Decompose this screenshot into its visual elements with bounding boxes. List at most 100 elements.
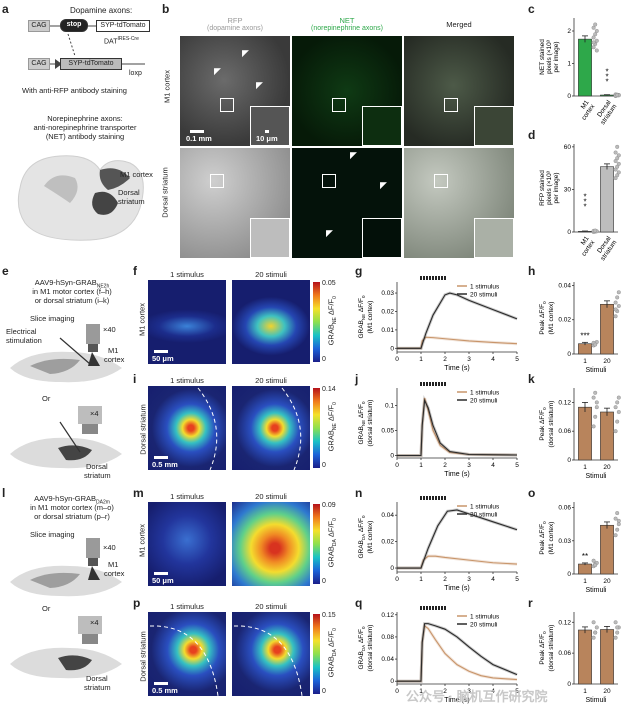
y-tick-label: 0.01 bbox=[381, 327, 394, 334]
data-point bbox=[616, 410, 621, 415]
f-cb-top: 0.05 bbox=[322, 280, 336, 287]
bar bbox=[578, 343, 592, 355]
stop-cassette: stop bbox=[60, 19, 88, 32]
significance-mark: * bbox=[605, 73, 608, 82]
y-axis-label: Peak ΔF/F0(dorsal striatum) bbox=[539, 625, 555, 672]
data-point bbox=[615, 630, 620, 635]
e-ds2: striatum bbox=[84, 471, 111, 480]
panel-letter-b: b bbox=[162, 2, 170, 16]
data-point bbox=[591, 620, 596, 625]
arrowhead-icon: ◤ bbox=[242, 48, 249, 58]
x-tick-label: 5 bbox=[515, 688, 519, 695]
micro-rfp-m1: ◤ ◤ ◤ 0.1 mm 10 μm bbox=[180, 36, 290, 146]
data-point bbox=[613, 533, 618, 538]
significance-mark: * bbox=[583, 197, 586, 206]
y-axis-label: GRABNE ΔF/F0(dorsal striatum) bbox=[358, 400, 374, 447]
data-point bbox=[594, 400, 599, 405]
p-cb-tail: ΔF/F bbox=[326, 630, 336, 650]
col-rfp: RFP bbox=[227, 16, 243, 25]
col-net-sub: (norepinephrine axons) bbox=[311, 25, 383, 32]
y-tick-label: 0.04 bbox=[381, 656, 394, 663]
colorbar-p bbox=[313, 614, 320, 694]
f-cb-sub: NE bbox=[331, 317, 338, 325]
y-tick-label: 0.02 bbox=[381, 539, 394, 546]
region-ds2: striatum bbox=[118, 197, 145, 206]
y-tick-label: 0 bbox=[567, 229, 571, 236]
y-tick-label: 0 bbox=[390, 345, 394, 352]
data-point bbox=[616, 170, 621, 175]
data-point bbox=[615, 295, 620, 300]
x-tick-label: 4 bbox=[491, 462, 495, 469]
panel-letter-m: m bbox=[133, 486, 144, 500]
y-tick-label: 0.03 bbox=[558, 538, 571, 545]
x-tick-label: 2 bbox=[443, 688, 447, 695]
data-point bbox=[615, 527, 620, 532]
x-tick-label: 3 bbox=[467, 576, 471, 583]
stimulus-mark bbox=[435, 606, 437, 610]
i-col20: 20 stimuli bbox=[255, 376, 287, 385]
data-point bbox=[613, 314, 618, 319]
data-point bbox=[616, 304, 621, 309]
l-line2: in M1 motor cortex (m–o) bbox=[30, 503, 114, 512]
region-ds1: Dorsal bbox=[118, 188, 140, 197]
y-tick-label: 0.03 bbox=[381, 290, 394, 297]
e-line1: AAV9-hSyn-GRAB bbox=[34, 278, 97, 287]
x-tick-label: 0 bbox=[395, 688, 399, 695]
y-tick-label: 0.02 bbox=[381, 308, 394, 315]
x-tick-label: 5 bbox=[515, 356, 519, 363]
y-tick-label: 60 bbox=[564, 144, 572, 151]
stimulus-mark bbox=[444, 496, 446, 500]
stimulus-mark bbox=[444, 276, 446, 280]
panel-letter-h: h bbox=[528, 264, 536, 278]
e-elec1: Electrical bbox=[6, 327, 37, 336]
x-tick-label: 1 bbox=[583, 688, 587, 695]
loxp-label: loxp bbox=[129, 70, 142, 77]
chart-o: 0 0.03 0.06 Peak ΔF/F0(M1 cortex) 1 20 Stimuli… bbox=[539, 502, 621, 594]
stimulus-mark bbox=[423, 382, 425, 386]
m-side: M1 cortex bbox=[137, 524, 147, 557]
y-axis-label: Peak ΔF/F0(dorsal striatum) bbox=[539, 401, 555, 448]
x-tick-label: 3 bbox=[467, 688, 471, 695]
x-tick-label: 2 bbox=[443, 462, 447, 469]
panel-letter-q: q bbox=[355, 596, 363, 610]
data-point bbox=[615, 400, 620, 405]
x-tick-label: 2 bbox=[443, 576, 447, 583]
colorbar-m bbox=[313, 504, 320, 584]
p-side: Dorsal striatum bbox=[138, 631, 148, 682]
y-tick-label: 0.05 bbox=[381, 428, 394, 435]
y-tick-label: 0.06 bbox=[558, 428, 571, 435]
i-cb-top: 0.14 bbox=[322, 386, 336, 393]
e-line3: or dorsal striatum (i–k) bbox=[34, 296, 110, 305]
l-ds1: Dorsal bbox=[86, 674, 108, 683]
panel-letter-d: d bbox=[528, 128, 536, 142]
stimulus-mark bbox=[426, 496, 428, 500]
colorbar-f bbox=[313, 282, 320, 362]
stimulus-mark bbox=[438, 276, 440, 280]
series-line-2 bbox=[397, 292, 518, 349]
l-line3: or dorsal striatum (p–r) bbox=[34, 512, 110, 521]
data-point bbox=[593, 32, 598, 37]
significance-mark: * bbox=[605, 78, 608, 87]
y-tick-label: 0.12 bbox=[558, 619, 571, 626]
stimulus-mark bbox=[438, 382, 440, 386]
bar bbox=[600, 411, 614, 461]
y-tick-label: 0.02 bbox=[558, 317, 571, 324]
p-col20: 20 stimuli bbox=[255, 602, 287, 611]
stimulus-mark bbox=[420, 276, 422, 280]
data-point bbox=[591, 40, 596, 45]
x-tick-label: 1 bbox=[583, 464, 587, 471]
x-tick-label: 1 bbox=[419, 462, 423, 469]
i-side: Dorsal striatum bbox=[138, 404, 148, 455]
bar bbox=[600, 524, 614, 575]
e-elec2: stimulation bbox=[6, 336, 42, 345]
ne-title: Norepinephrine axons: bbox=[47, 114, 123, 123]
x-tick-label: 4 bbox=[491, 356, 495, 363]
data-point bbox=[613, 307, 618, 312]
slice-diagram-e1 bbox=[10, 324, 122, 383]
f-col1: 1 stimulus bbox=[170, 270, 204, 279]
stimulus-mark bbox=[432, 276, 434, 280]
l-or: Or bbox=[42, 604, 51, 613]
data-point bbox=[594, 38, 599, 43]
